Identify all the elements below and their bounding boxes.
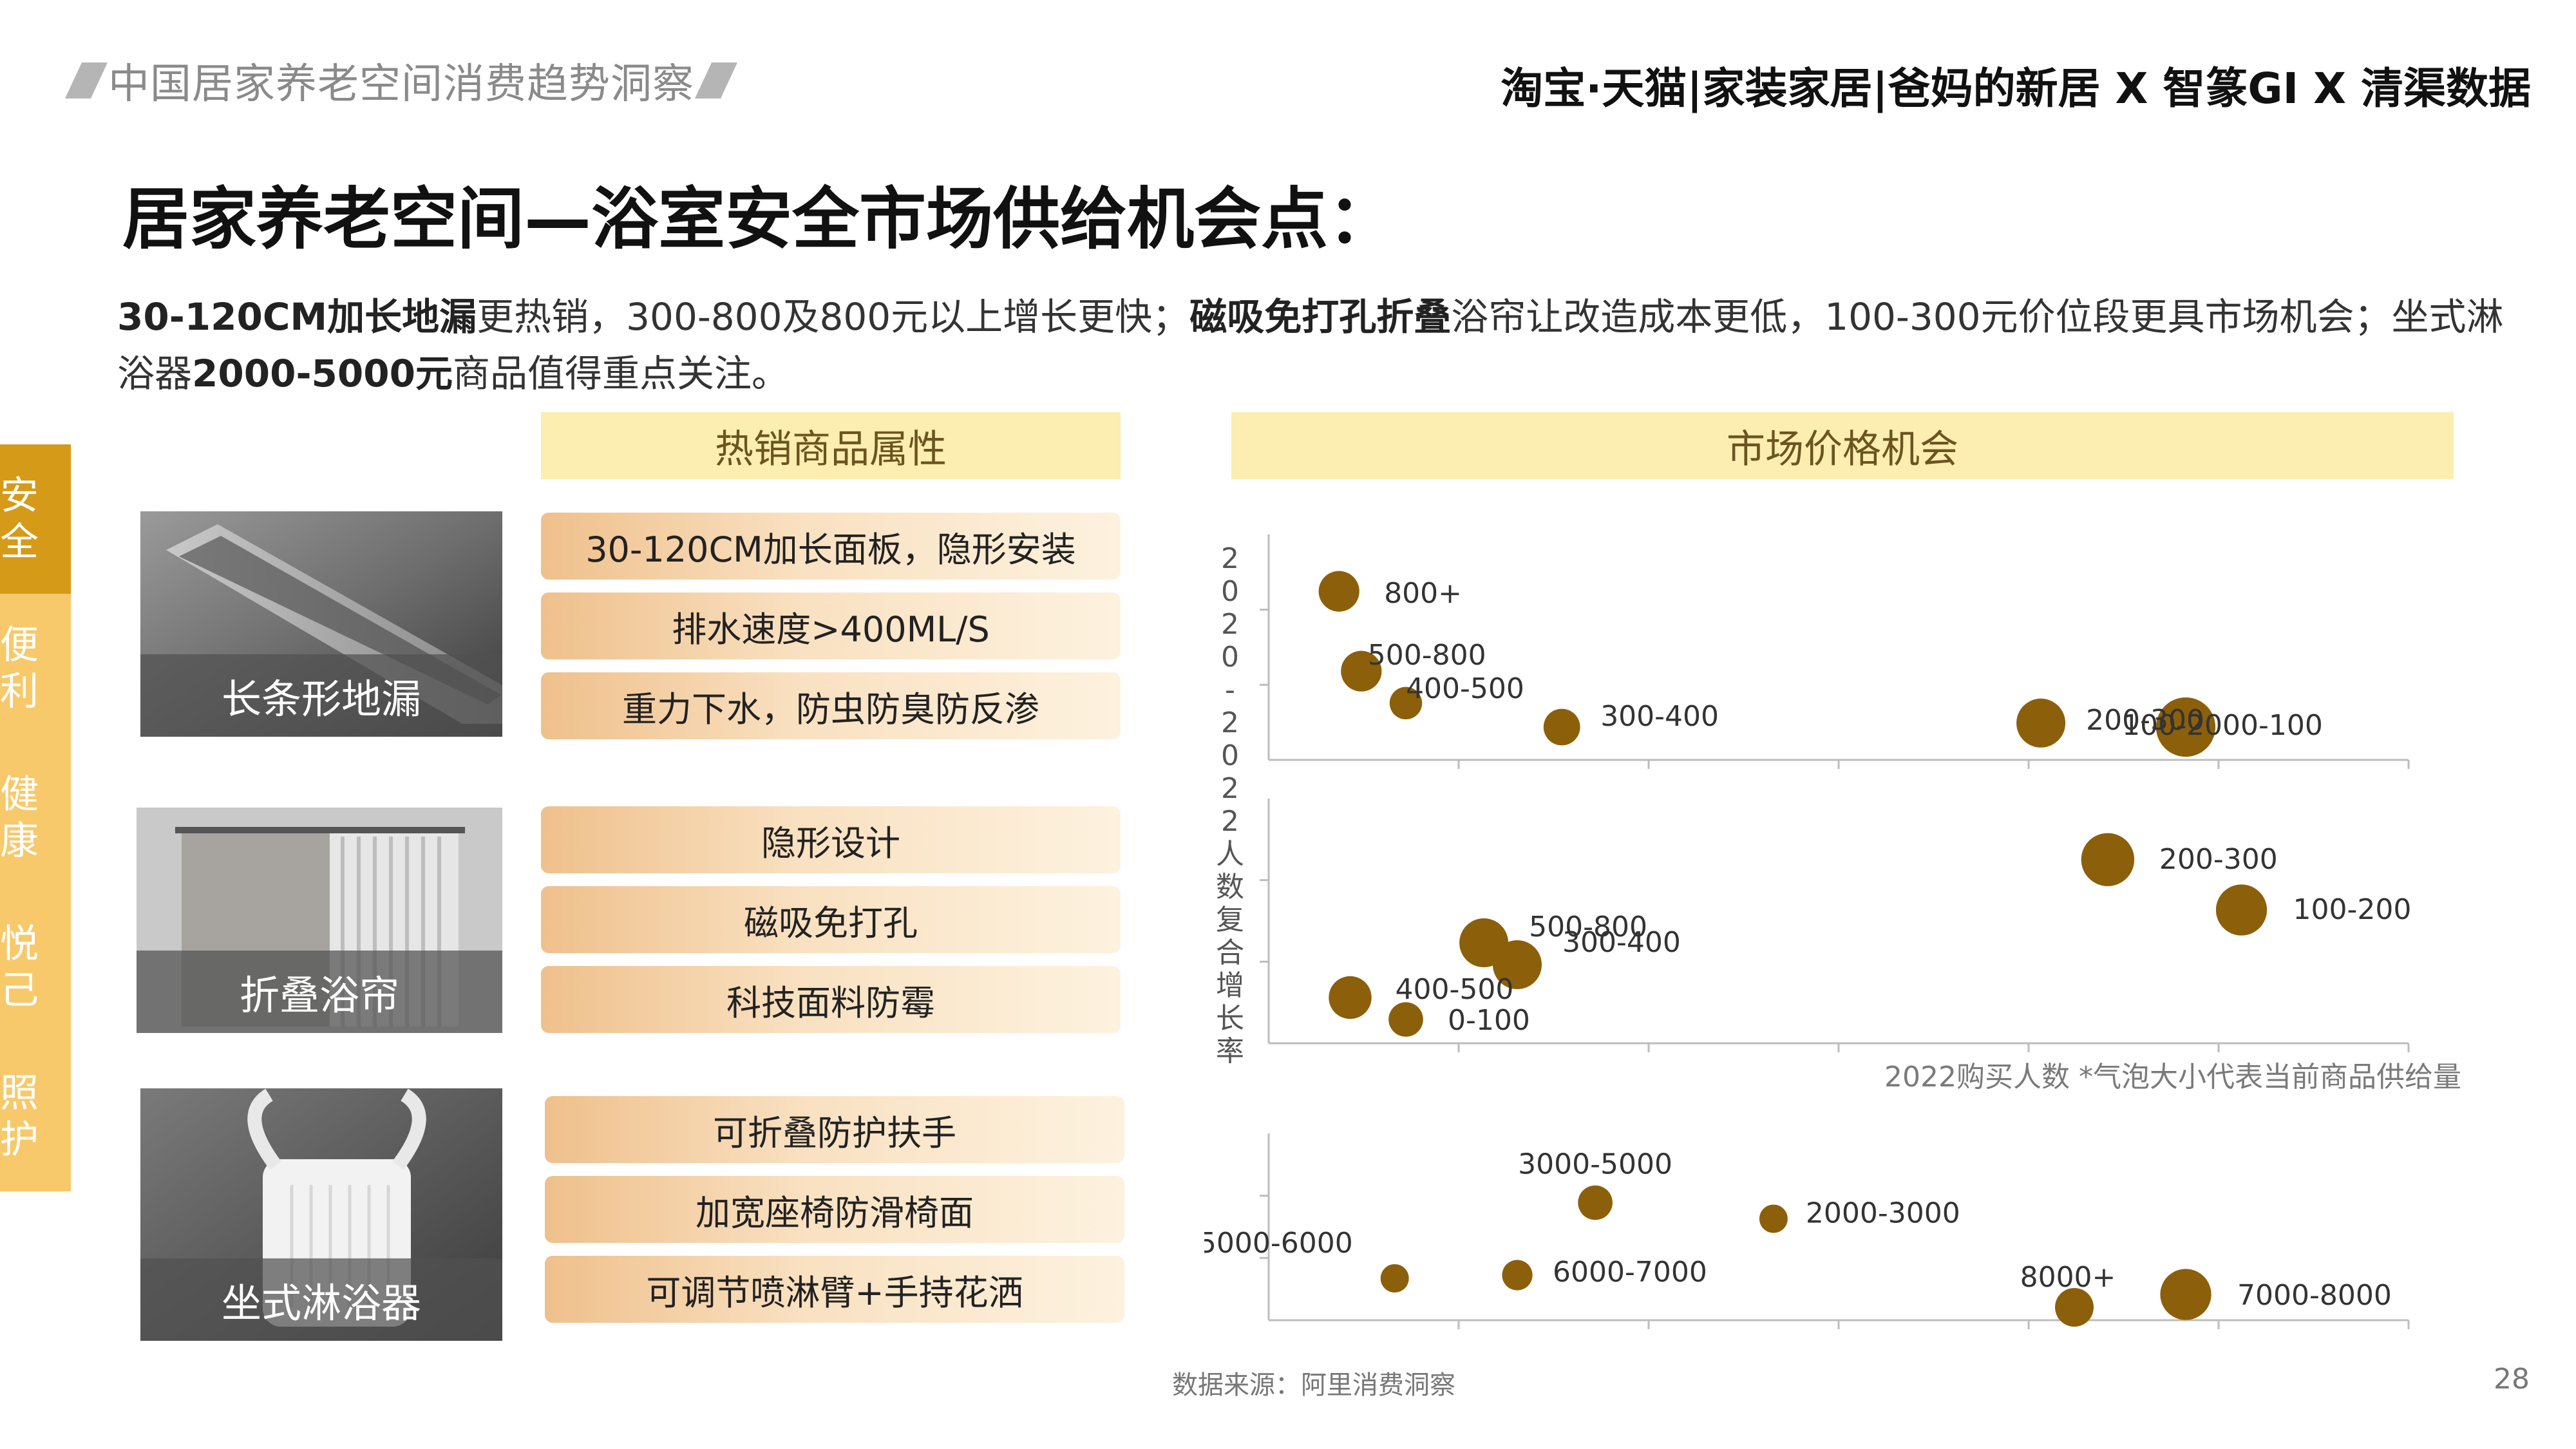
attribute-pill: 科技面料防霉 — [541, 966, 1121, 1033]
report-title: 中国居家养老空间消费趋势洞察 — [108, 61, 694, 108]
brand-logos: 淘宝·天猫|家装家居|爸妈的新居 X 智篆GI X 清渠数据 — [1501, 64, 2531, 113]
bubble-label: 200-300 — [2159, 843, 2278, 876]
bubble-point — [1502, 1260, 1533, 1291]
side-tab-label: 健康 — [0, 772, 39, 864]
product-name: 坐式淋浴器 — [140, 1258, 502, 1341]
slash-decoration-left — [64, 62, 108, 99]
product-photo-shower-seat: 坐式淋浴器 — [140, 1088, 502, 1341]
bubble-point — [1329, 976, 1372, 1019]
side-tab-nursing[interactable]: 照护 — [0, 1042, 71, 1191]
product-photo-floor-drain: 长条形地漏 — [140, 511, 502, 737]
side-tab-self-care[interactable]: 悦己 — [0, 893, 71, 1042]
bubble-label: 400-500 — [1406, 672, 1524, 705]
bubble-label: 6000-7000 — [1553, 1256, 1707, 1289]
summary-text-2: 浴帘让改造成本更低，100-300元价位段更具市场机会；坐式淋浴器 — [117, 295, 2504, 395]
hot-attributes-header: 热销商品属性 — [541, 412, 1121, 479]
product-name: 长条形地漏 — [140, 654, 502, 737]
side-tab-convenience[interactable]: 便利 — [0, 594, 71, 743]
data-source: 数据来源：阿里消费洞察 — [1172, 1370, 1455, 1400]
bubble-label: 7000-8000 — [2237, 1279, 2392, 1312]
product-photo-shower-curtain: 折叠浴帘 — [137, 808, 502, 1033]
bubble-point — [1380, 1264, 1409, 1293]
page-number: 28 — [2494, 1363, 2530, 1396]
side-tabs: 安全 便利 健康 悦己 照护 — [0, 444, 71, 1191]
bubble-label: 500-800 — [1529, 911, 1647, 943]
slash-decoration-right — [694, 62, 738, 99]
attribute-pill: 隐形设计 — [541, 806, 1121, 873]
summary-text-1: 更热销，300-800及800元以上增长更快； — [477, 295, 1190, 339]
attribute-pill: 可折叠防护扶手 — [545, 1096, 1124, 1163]
summary-highlight-3: 2000-5000元 — [192, 352, 453, 395]
side-tab-label: 便利 — [0, 623, 39, 714]
bubble-label: 200-300 — [2086, 704, 2204, 737]
bubble-label: 300-400 — [1562, 926, 1681, 959]
bubble-label: 800+ — [1384, 577, 1462, 610]
bubble-label: 5000-6000 — [1204, 1227, 1353, 1260]
side-tab-label: 安全 — [0, 473, 39, 565]
side-tab-label: 照护 — [0, 1071, 39, 1162]
bubble-point — [1388, 1002, 1423, 1037]
side-tab-health[interactable]: 健康 — [0, 743, 71, 893]
bubble-point — [1578, 1185, 1613, 1220]
bubble-point — [2055, 1288, 2094, 1327]
bubble-point — [1759, 1204, 1788, 1233]
attribute-pill: 排水速度>400ML/S — [541, 592, 1121, 659]
bubble-point — [2016, 698, 2066, 748]
bubble-label: 300-400 — [1600, 700, 1719, 733]
bubble-label: 0-100 — [1448, 1004, 1530, 1037]
bubble-point — [1318, 571, 1359, 612]
summary-text: 30-120CM加长地漏更热销，300-800及800元以上增长更快；磁吸免打孔… — [117, 289, 2539, 402]
bubble-point — [2156, 697, 2215, 757]
attribute-pill: 30-120CM加长面板，隐形安装 — [541, 513, 1121, 580]
page-title: 居家养老空间—浴室安全市场供给机会点： — [122, 180, 1396, 258]
summary-highlight-1: 30-120CM加长地漏 — [117, 295, 477, 339]
bubble-point — [2215, 884, 2268, 936]
report-tag: 中国居家养老空间消费趋势洞察 — [64, 52, 738, 109]
product-name: 折叠浴帘 — [137, 951, 502, 1033]
bubble-label: 400-500 — [1396, 973, 1514, 1006]
bubble-point — [1493, 940, 1542, 989]
bubble-panel: 3000-5000 2000-3000 5000-6000 6000-7000 8000… — [1204, 1133, 2410, 1329]
attribute-pill: 可调节喷淋臂+手持花洒 — [545, 1256, 1124, 1323]
bubble-label: 0-100 — [2240, 709, 2323, 742]
attribute-pill: 磁吸免打孔 — [541, 886, 1121, 953]
bubble-point — [1389, 687, 1423, 719]
summary-text-3: 商品值得重点关注。 — [452, 352, 789, 395]
attribute-pill: 重力下水，防虫防臭防反渗 — [541, 672, 1121, 739]
summary-highlight-2: 磁吸免打孔折叠 — [1189, 295, 1452, 339]
bubble-point — [1543, 708, 1580, 746]
attribute-pill: 加宽座椅防滑椅面 — [545, 1176, 1124, 1243]
bubble-label: 500-800 — [1368, 639, 1486, 672]
side-tab-label: 悦己 — [0, 922, 39, 1013]
bubble-point — [1341, 650, 1382, 692]
bubble-point — [2081, 833, 2135, 886]
price-opportunity-header: 市场价格机会 — [1231, 412, 2454, 479]
chart-note: 2022购买人数 *气泡大小代表当前商品供给量 — [1884, 1061, 2461, 1094]
side-tab-safety[interactable]: 安全 — [0, 444, 71, 594]
bubble-label: 100-200 — [2122, 709, 2240, 742]
bubble-point — [2160, 1269, 2211, 1320]
bubble-label: 100-200 — [2293, 893, 2412, 926]
bubble-label: 3000-5000 — [1518, 1148, 1672, 1181]
bubble-label: 2000-3000 — [1806, 1197, 1960, 1230]
bubble-label: 8000+ — [2020, 1261, 2116, 1294]
